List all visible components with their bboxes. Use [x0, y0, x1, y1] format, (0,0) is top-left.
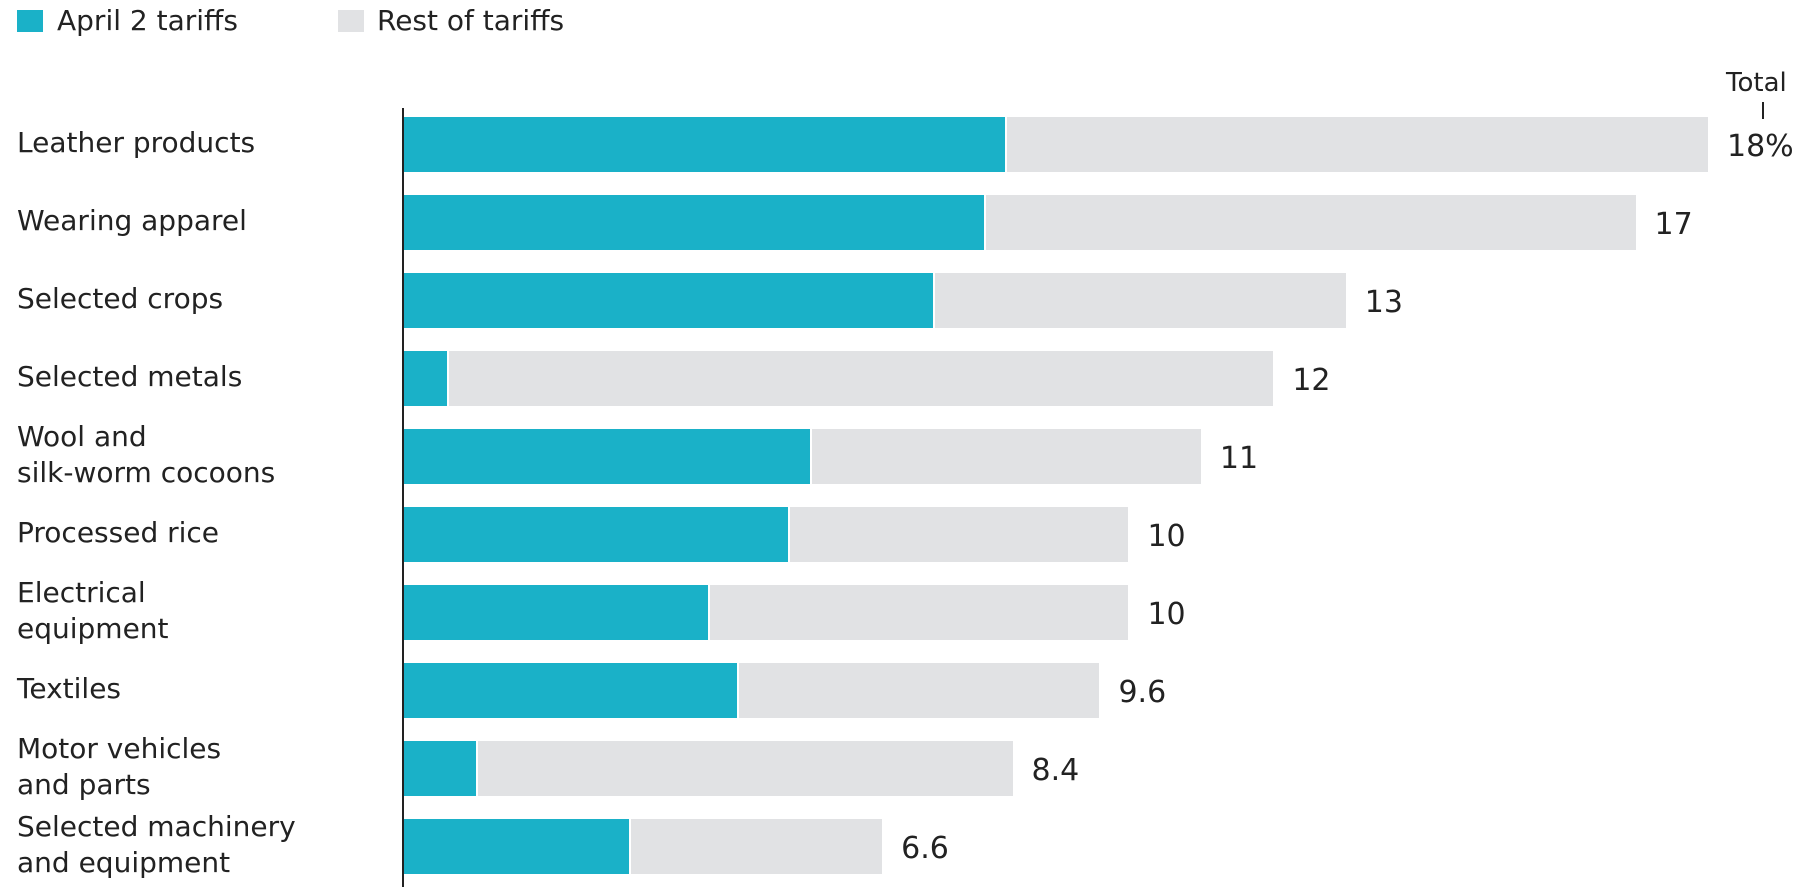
value-label-processed-rice: 10: [1147, 518, 1186, 554]
value-label-selected-crops: 13: [1364, 284, 1403, 320]
value-label-selected-machinery-and-equipment: 6.6: [901, 830, 949, 866]
category-label-line: Wool and: [17, 419, 147, 453]
value-label-electrical-equipment: 10: [1147, 596, 1186, 632]
bar-april2-textiles: [404, 663, 738, 718]
value-label-selected-metals: 12: [1292, 362, 1331, 398]
bar-april2-motor-vehicles-and-parts: [404, 741, 477, 796]
category-label-line: equipment: [17, 611, 169, 645]
category-label-line: and parts: [17, 767, 151, 801]
category-label-line: Motor vehicles: [17, 731, 222, 765]
legend-label-rest: Rest of tariffs: [377, 4, 565, 37]
bar-rest-selected-metals: [447, 351, 1274, 406]
category-label-leather-products: Leather products: [17, 125, 255, 161]
category-label-line: Wearing apparel: [17, 203, 247, 237]
bar-rest-leather-products: [1005, 117, 1708, 172]
category-label-textiles: Textiles: [17, 671, 121, 707]
bar-april2-wearing-apparel: [404, 195, 984, 250]
category-label-processed-rice: Processed rice: [17, 515, 219, 551]
category-label-line: Processed rice: [17, 515, 220, 549]
category-label-line: Leather products: [17, 125, 256, 159]
category-label-motor-vehicles-and-parts: Motor vehicles and parts: [17, 731, 221, 803]
bar-april2-electrical-equipment: [404, 585, 709, 640]
category-label-selected-metals: Selected metals: [17, 359, 242, 395]
bar-rest-processed-rice: [787, 507, 1129, 562]
axis-line: [402, 108, 404, 887]
category-label-selected-machinery-and-equipment: Selected machinery and equipment: [17, 809, 296, 881]
bar-rest-selected-machinery-and-equipment: [628, 819, 883, 874]
bar-rest-selected-crops: [932, 273, 1346, 328]
bar-april2-selected-crops: [404, 273, 933, 328]
value-label-wearing-apparel: 17: [1654, 206, 1693, 242]
category-label-line: Selected machinery: [17, 809, 296, 843]
total-header-label: Total: [1726, 68, 1787, 98]
bar-april2-selected-metals: [404, 351, 448, 406]
value-label-leather-products: 18%: [1727, 128, 1794, 164]
category-label-line: Electrical: [17, 575, 146, 609]
bar-april2-selected-machinery-and-equipment: [404, 819, 629, 874]
bar-april2-wool-and-silk-worm-cocoons: [404, 429, 810, 484]
legend-swatch-rest: [338, 10, 364, 32]
category-label-wool-and-silk-worm-cocoons: Wool and silk-worm cocoons: [17, 419, 275, 491]
value-label-textiles: 9.6: [1118, 674, 1167, 710]
value-label-wool-and-silk-worm-cocoons: 11: [1219, 440, 1259, 476]
bar-rest-motor-vehicles-and-parts: [476, 741, 1013, 796]
category-label-selected-crops: Selected crops: [17, 281, 223, 317]
category-label-line: Textiles: [17, 671, 122, 705]
total-header-tick: [1762, 102, 1764, 119]
category-label-line: Selected crops: [17, 281, 224, 315]
category-label-line: Selected metals: [17, 359, 243, 393]
category-label-wearing-apparel: Wearing apparel: [17, 203, 247, 239]
legend-swatch-april2: [17, 10, 43, 32]
legend-label-april2: April 2 tariffs: [57, 4, 238, 37]
bar-rest-wearing-apparel: [983, 195, 1636, 250]
bar-april2-processed-rice: [404, 507, 788, 562]
bar-rest-textiles: [737, 663, 1100, 718]
bar-rest-electrical-equipment: [708, 585, 1129, 640]
category-label-line: silk-worm cocoons: [17, 455, 276, 489]
category-label-line: and equipment: [17, 845, 231, 879]
bar-rest-wool-and-silk-worm-cocoons: [809, 429, 1201, 484]
value-label-motor-vehicles-and-parts: 8.4: [1031, 752, 1080, 788]
category-label-electrical-equipment: Electrical equipment: [17, 575, 169, 647]
bar-april2-leather-products: [404, 117, 1006, 172]
